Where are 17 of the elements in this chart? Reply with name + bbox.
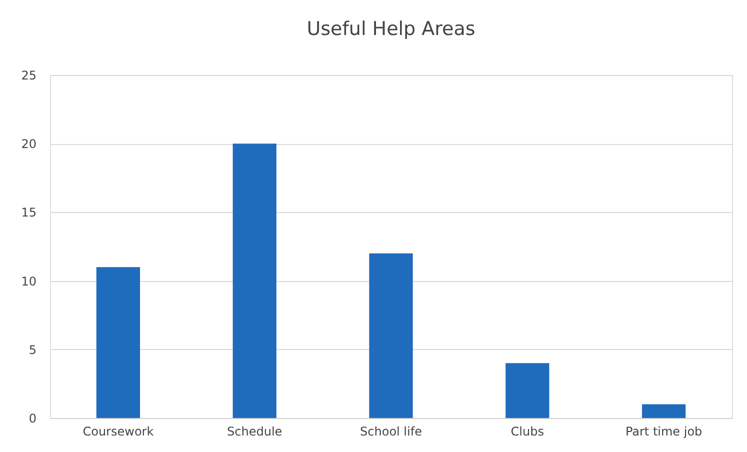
x-tick-label: School life [360,424,422,438]
y-tick-label: 15 [21,206,36,220]
x-tick-label: Schedule [227,424,282,438]
chart-title: Useful Help Areas [306,18,476,40]
bar [96,267,140,418]
bar [232,144,276,418]
y-tick-label: 5 [28,342,36,357]
y-tick-label: 20 [21,137,36,152]
x-tick-label: Part time job [625,424,702,438]
y-tick-label: 0 [28,412,36,426]
y-tick-label: 25 [21,68,36,82]
x-tick-label: Clubs [510,424,544,438]
x-tick-label: Coursework [82,424,154,438]
bar [506,363,550,418]
bar [369,253,413,418]
bar [642,404,686,418]
y-tick-label: 10 [21,274,36,288]
